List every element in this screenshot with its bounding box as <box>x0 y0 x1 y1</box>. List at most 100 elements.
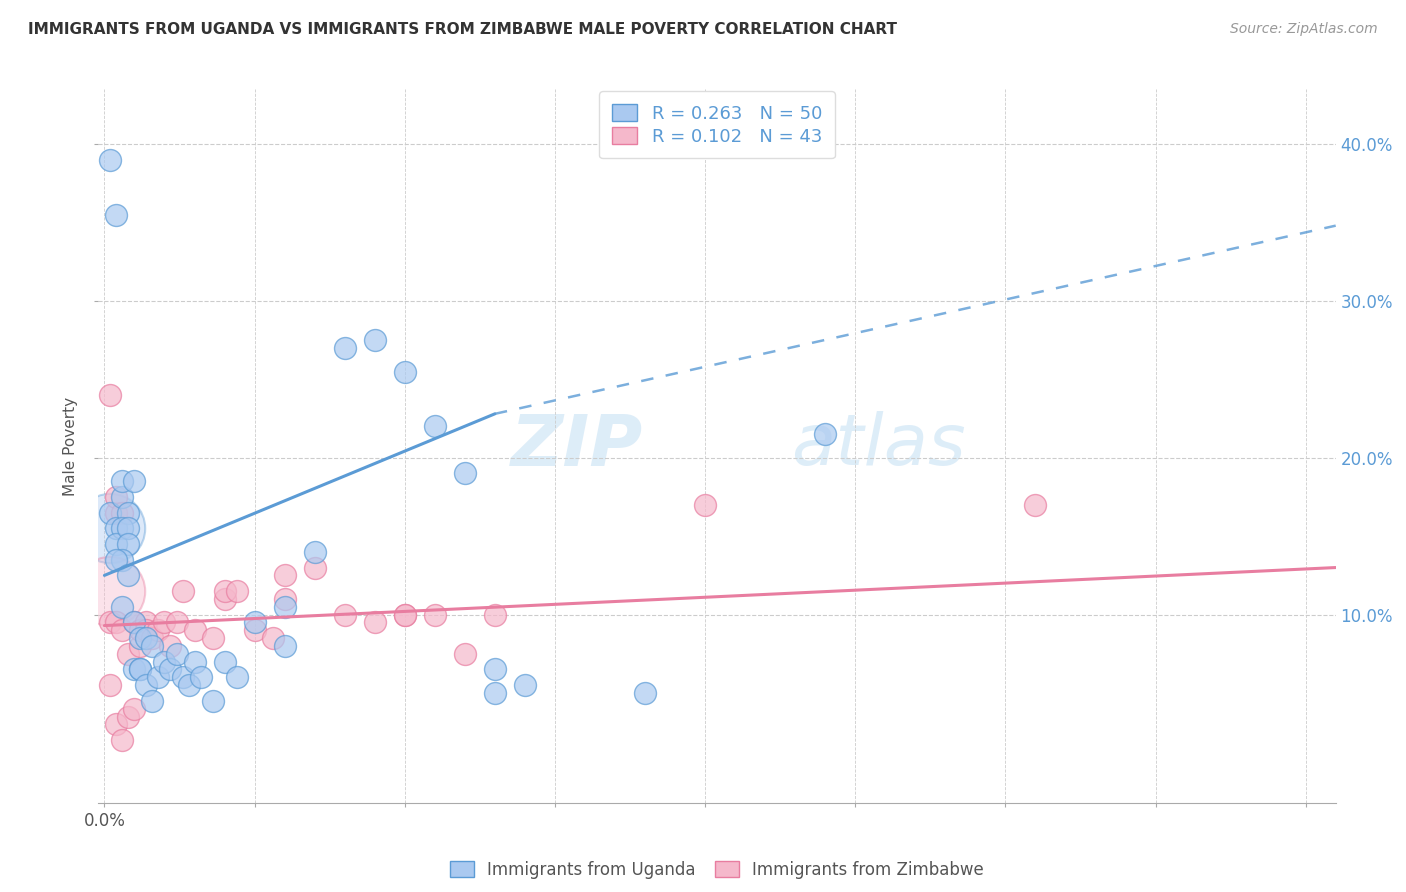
Point <box>454 467 477 481</box>
Legend: Immigrants from Uganda, Immigrants from Zimbabwe: Immigrants from Uganda, Immigrants from … <box>441 853 993 888</box>
Point <box>135 678 157 692</box>
Point <box>141 631 163 645</box>
Point <box>153 655 176 669</box>
Point <box>105 490 128 504</box>
Point <box>190 670 212 684</box>
Point <box>111 490 134 504</box>
Point <box>117 568 139 582</box>
Point <box>111 552 134 566</box>
Point <box>214 591 236 606</box>
Point <box>124 663 146 677</box>
Point <box>423 607 446 622</box>
Point <box>148 624 170 638</box>
Point <box>273 639 295 653</box>
Point <box>141 694 163 708</box>
Point <box>243 624 266 638</box>
Point <box>273 591 295 606</box>
Point <box>225 584 247 599</box>
Point <box>135 615 157 630</box>
Point <box>166 615 188 630</box>
Point <box>105 506 128 520</box>
Point <box>148 670 170 684</box>
Y-axis label: Male Poverty: Male Poverty <box>63 396 79 496</box>
Point <box>111 475 134 489</box>
Point <box>364 333 387 347</box>
Text: IMMIGRANTS FROM UGANDA VS IMMIGRANTS FROM ZIMBABWE MALE POVERTY CORRELATION CHAR: IMMIGRANTS FROM UGANDA VS IMMIGRANTS FRO… <box>28 22 897 37</box>
Point <box>454 647 477 661</box>
Point <box>135 624 157 638</box>
Point <box>423 419 446 434</box>
Point <box>124 702 146 716</box>
Point <box>166 647 188 661</box>
Point <box>135 631 157 645</box>
Point <box>100 388 122 402</box>
Point <box>153 615 176 630</box>
Text: Source: ZipAtlas.com: Source: ZipAtlas.com <box>1230 22 1378 37</box>
Point <box>111 599 134 614</box>
Point <box>243 615 266 630</box>
Point <box>111 733 134 747</box>
Point <box>117 506 139 520</box>
Point <box>484 607 506 622</box>
Point <box>129 631 152 645</box>
Point <box>513 678 536 692</box>
Point <box>129 639 152 653</box>
Point <box>394 607 416 622</box>
Point <box>172 584 194 599</box>
Point <box>105 537 128 551</box>
Point <box>484 663 506 677</box>
Point <box>693 498 716 512</box>
Point <box>177 678 200 692</box>
Point <box>100 521 122 535</box>
Point <box>105 717 128 731</box>
Point <box>105 552 128 566</box>
Point <box>394 607 416 622</box>
Point <box>201 694 224 708</box>
Text: ZIP: ZIP <box>510 411 643 481</box>
Point <box>183 655 205 669</box>
Point <box>100 153 122 167</box>
Point <box>304 560 326 574</box>
Point <box>159 663 181 677</box>
Point <box>124 615 146 630</box>
Point <box>201 631 224 645</box>
Point <box>124 615 146 630</box>
Point <box>225 670 247 684</box>
Point <box>304 545 326 559</box>
Point <box>111 506 134 520</box>
Point <box>159 639 181 653</box>
Point <box>117 537 139 551</box>
Point <box>333 607 356 622</box>
Point <box>814 427 837 442</box>
Point <box>394 364 416 378</box>
Point <box>484 686 506 700</box>
Point <box>273 568 295 582</box>
Point <box>100 615 122 630</box>
Point <box>634 686 657 700</box>
Point <box>105 615 128 630</box>
Point <box>100 678 122 692</box>
Point <box>333 341 356 355</box>
Point <box>273 599 295 614</box>
Point <box>129 663 152 677</box>
Point <box>117 521 139 535</box>
Point <box>100 506 122 520</box>
Point <box>129 663 152 677</box>
Point <box>117 647 139 661</box>
Point <box>262 631 284 645</box>
Text: atlas: atlas <box>792 411 966 481</box>
Point <box>124 475 146 489</box>
Point <box>141 639 163 653</box>
Point <box>1024 498 1046 512</box>
Point <box>105 521 128 535</box>
Point <box>111 624 134 638</box>
Point <box>111 521 134 535</box>
Point <box>214 655 236 669</box>
Point <box>100 584 122 599</box>
Point <box>105 208 128 222</box>
Point <box>364 615 387 630</box>
Point <box>214 584 236 599</box>
Point <box>129 624 152 638</box>
Point <box>183 624 205 638</box>
Point <box>117 709 139 723</box>
